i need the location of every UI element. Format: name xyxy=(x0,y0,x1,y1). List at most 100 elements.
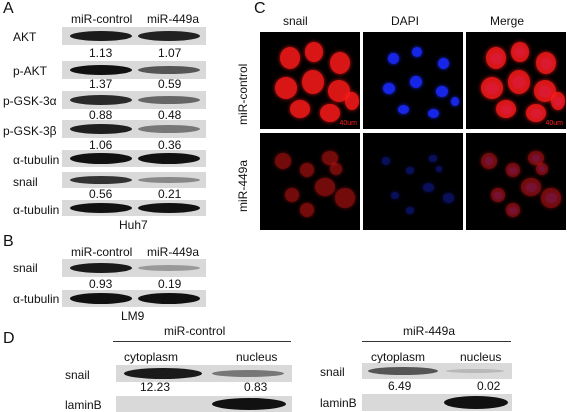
value: 1.37 xyxy=(89,77,113,91)
row-label-449a: miR-449a xyxy=(236,159,250,212)
cell-line-caption: LM9 xyxy=(121,309,145,323)
row-label: p-GSK-3β xyxy=(3,124,57,138)
cell-blob xyxy=(285,188,299,202)
row-label: snail xyxy=(13,175,38,189)
value: 0.83 xyxy=(244,380,268,394)
value: 1.07 xyxy=(158,46,182,60)
col-header-cytoplasm: cytoplasm xyxy=(124,350,179,364)
cell-blob xyxy=(496,100,516,118)
blot-tubulin xyxy=(62,150,206,167)
cell-blob xyxy=(280,47,300,69)
cell-blob xyxy=(521,178,541,196)
cell-blob xyxy=(275,153,291,169)
cell-blob xyxy=(387,52,399,64)
cell-blob xyxy=(491,188,505,202)
blot-snail-fraction xyxy=(362,363,512,379)
col-header-nucleus: nucleus xyxy=(236,350,278,364)
blot-tubulin-lm9 xyxy=(62,290,206,307)
cell-blob xyxy=(335,188,355,208)
col-header-control: miR-control xyxy=(71,245,133,259)
cell-blob xyxy=(328,80,350,102)
cell-blob xyxy=(508,70,530,94)
value: 0.56 xyxy=(89,187,113,201)
cell-blob xyxy=(531,154,541,162)
cell-blob xyxy=(300,203,314,217)
value: 0.21 xyxy=(158,187,182,201)
value: 1.06 xyxy=(89,138,113,152)
cell-blob xyxy=(442,193,454,203)
blot-p-gsk3b xyxy=(62,120,206,138)
cell-blob xyxy=(381,157,391,165)
blot-p-gsk3a xyxy=(62,91,206,109)
row-label: snail xyxy=(13,261,38,275)
micrograph-449a-dapi xyxy=(363,133,463,230)
cell-blob xyxy=(391,191,399,199)
row-label-control: miR-control xyxy=(236,63,250,125)
col-header-449a: miR-449a xyxy=(147,245,200,259)
cell-blob xyxy=(494,191,502,199)
cell-blob xyxy=(486,47,506,69)
blot-snail-fraction xyxy=(116,365,292,382)
blot-laminb-fraction xyxy=(362,394,512,411)
row-label: laminB xyxy=(65,398,102,412)
row-label: AKT xyxy=(13,30,37,44)
micrograph-control-snail: 40um xyxy=(260,32,360,129)
group-title: miR-449a xyxy=(403,324,456,338)
cell-blob xyxy=(382,82,396,94)
value: 6.49 xyxy=(388,379,412,393)
row-label: snail xyxy=(65,368,90,382)
blot-snail-lm9 xyxy=(62,259,206,277)
cell-blob xyxy=(275,77,297,99)
blot-p-akt xyxy=(62,61,206,79)
blot-snail xyxy=(62,172,206,188)
value: 12.23 xyxy=(140,380,171,394)
cell-blob xyxy=(300,163,314,177)
blot-tubulin-2 xyxy=(62,200,206,216)
cell-blob xyxy=(322,151,338,165)
cell-blob xyxy=(534,80,556,102)
row-label: α-tubulin xyxy=(13,292,60,306)
cell-blob xyxy=(406,166,414,174)
col-header-cytoplasm: cytoplasm xyxy=(371,350,426,364)
group-underline xyxy=(362,341,511,342)
cell-blob xyxy=(509,166,517,174)
blot-laminb-fraction xyxy=(116,396,292,412)
value: 0.48 xyxy=(158,108,182,122)
panel-letter-c: C xyxy=(254,0,266,17)
cell-blob xyxy=(437,57,449,69)
micrograph-control-merge: 40um xyxy=(466,32,566,129)
cell-blob xyxy=(290,100,310,118)
cell-blob xyxy=(302,70,324,94)
cell-blob xyxy=(406,206,414,214)
cell-blob xyxy=(484,157,494,165)
cell-blob xyxy=(428,154,438,162)
cell-blob xyxy=(305,42,323,62)
value: 0.59 xyxy=(158,77,182,91)
cell-blob xyxy=(526,104,546,122)
col-header-dapi: DAPI xyxy=(391,14,420,28)
cell-blob xyxy=(435,166,443,172)
cell-blob xyxy=(330,163,342,175)
blot-akt xyxy=(62,27,206,45)
row-label: p-AKT xyxy=(13,64,48,78)
panel-letter-b: B xyxy=(3,233,14,250)
value: 0.19 xyxy=(158,277,182,291)
cell-blob xyxy=(506,163,520,177)
group-underline xyxy=(113,341,291,342)
micrograph-449a-merge xyxy=(466,133,566,230)
col-header-snail: snail xyxy=(283,14,308,28)
micrograph-control-dapi xyxy=(363,32,463,129)
cell-blob xyxy=(409,76,423,88)
cell-blob xyxy=(541,188,561,208)
col-header-449a: miR-449a xyxy=(147,12,200,26)
cell-blob xyxy=(320,104,340,122)
cell-blob xyxy=(509,206,517,214)
value: 1.13 xyxy=(89,46,113,60)
cell-blob xyxy=(525,182,537,192)
cell-blob xyxy=(435,85,449,97)
cell-blob xyxy=(536,163,548,175)
row-label: α-tubulin xyxy=(13,153,60,167)
cell-blob xyxy=(412,47,422,57)
row-label: snail xyxy=(320,365,345,379)
col-header-control: miR-control xyxy=(71,12,133,26)
